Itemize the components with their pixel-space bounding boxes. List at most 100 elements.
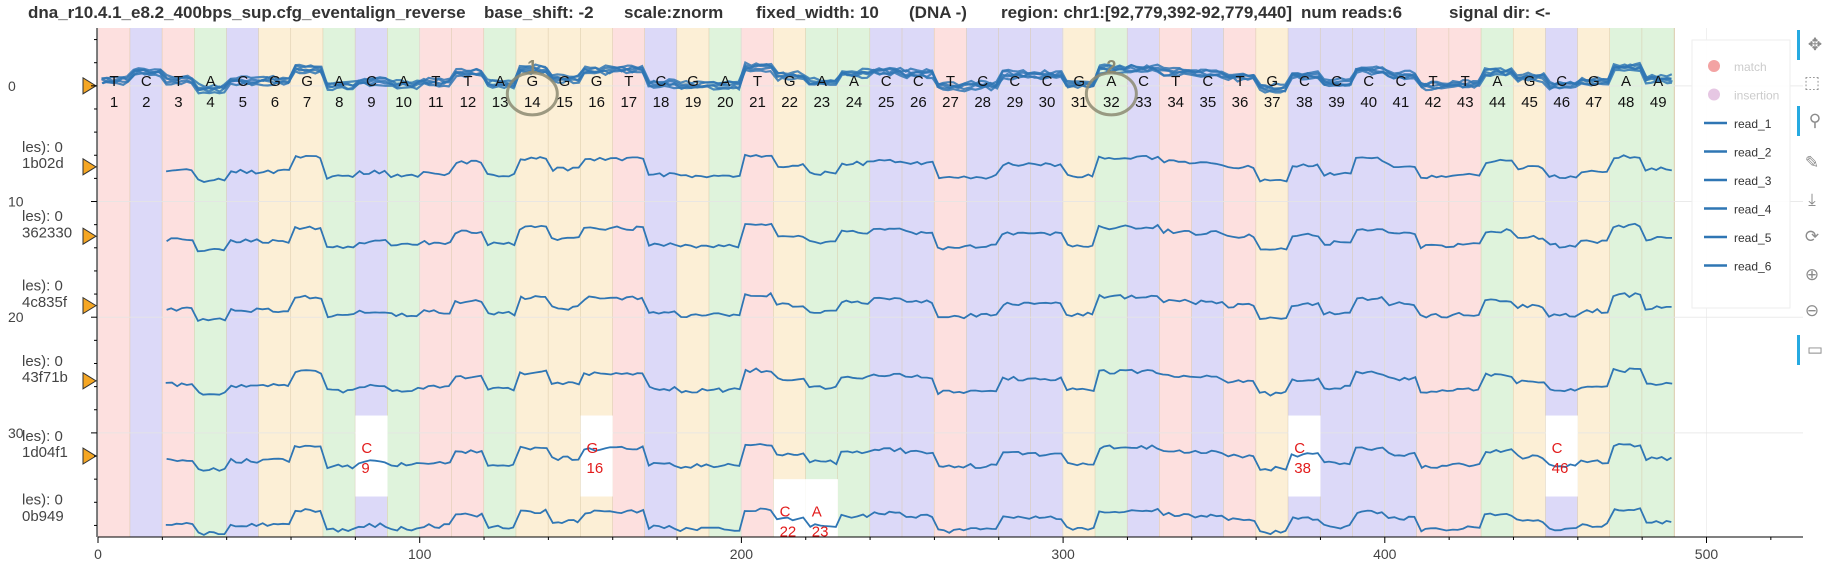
read-label-prefix: les): 0 xyxy=(22,139,63,156)
pan-icon[interactable]: ✥ xyxy=(1797,30,1830,60)
legend-label: read_6 xyxy=(1734,260,1772,274)
read-marker xyxy=(82,157,97,176)
deletion-box xyxy=(805,479,838,561)
deletion-position: 23 xyxy=(812,524,829,541)
base-letter: T xyxy=(1235,73,1244,90)
signal-dir-label: signal dir: <- xyxy=(1449,3,1551,22)
base-letter: C xyxy=(1395,73,1406,90)
base-position: 45 xyxy=(1521,94,1538,111)
strand-label: (DNA -) xyxy=(909,3,967,22)
base-position: 30 xyxy=(1039,94,1056,111)
legend-marker xyxy=(1708,60,1720,72)
deletion-box xyxy=(355,415,388,497)
base-letter: T xyxy=(174,73,183,90)
legend-label: read_2 xyxy=(1734,146,1772,160)
region-label: region: chr1:[92,779,392-92,779,440] xyxy=(1001,3,1293,22)
base-letter: G xyxy=(526,73,538,90)
x-tick-label: 300 xyxy=(1051,546,1075,562)
read-label-id: 1d04f1 xyxy=(22,444,68,461)
base-letter: T xyxy=(1461,73,1470,90)
read-trace-5 xyxy=(166,442,1672,472)
base-position: 21 xyxy=(749,94,766,111)
base-letter: C xyxy=(656,73,667,90)
legend-label: read_3 xyxy=(1734,174,1772,188)
base-position: 23 xyxy=(813,94,830,111)
base-position: 38 xyxy=(1296,94,1313,111)
base-letter: G xyxy=(559,73,571,90)
hover-icon[interactable]: ▭ xyxy=(1797,335,1830,365)
base-position: 28 xyxy=(974,94,991,111)
base-position: 19 xyxy=(685,94,702,111)
plot-toolbar: ✥ ⬚ ⚲ ✎ ⤓ ⟳ ⊕ ⊖ ▭ xyxy=(1795,28,1829,378)
base-position: 32 xyxy=(1103,94,1120,111)
base-position: 14 xyxy=(524,94,541,111)
base-shift-label: base_shift: -2 xyxy=(484,3,594,22)
base-position: 6 xyxy=(271,94,279,111)
base-band-19 xyxy=(677,28,710,537)
base-band-48 xyxy=(1609,28,1643,537)
save-icon[interactable]: ⤓ xyxy=(1808,190,1816,210)
base-position: 42 xyxy=(1425,94,1442,111)
base-letter: T xyxy=(946,73,955,90)
base-position: 43 xyxy=(1457,94,1474,111)
base-band-10 xyxy=(387,28,420,537)
base-letter: A xyxy=(495,73,505,90)
base-position: 11 xyxy=(428,94,444,111)
deletion-position: 22 xyxy=(780,524,797,541)
read-label-prefix: les): 0 xyxy=(22,278,63,295)
base-position: 20 xyxy=(717,94,734,111)
base-letter: T xyxy=(109,73,118,90)
base-letter: G xyxy=(591,73,603,90)
wheel-zoom-icon[interactable]: ⚲ xyxy=(1797,106,1830,136)
reset-icon[interactable]: ⟳ xyxy=(1804,227,1820,247)
base-letter: A xyxy=(1106,73,1116,90)
base-band-13 xyxy=(484,28,517,537)
legend-label: match xyxy=(1734,60,1767,74)
zoom-in-icon[interactable]: ⊕ xyxy=(1804,265,1820,285)
base-letter: G xyxy=(1266,73,1278,90)
base-letter: A xyxy=(334,73,344,90)
base-band-15 xyxy=(548,28,581,537)
base-position: 7 xyxy=(303,94,311,111)
legend-label: insertion xyxy=(1734,89,1779,103)
y-tick-label: 30 xyxy=(8,425,24,441)
y-tick-label: 20 xyxy=(8,309,24,325)
read-label-id: 0b949 xyxy=(22,508,64,525)
base-letter: C xyxy=(1331,73,1342,90)
legend-label: read_5 xyxy=(1734,231,1772,245)
base-position: 48 xyxy=(1618,94,1635,111)
base-band-39 xyxy=(1320,28,1353,537)
box-zoom-icon[interactable]: ⬚ xyxy=(1803,73,1821,93)
base-band-33 xyxy=(1127,28,1160,537)
base-letter: C xyxy=(913,73,924,90)
base-band-37 xyxy=(1256,28,1289,537)
deletion-position: 46 xyxy=(1552,460,1569,477)
zoom-out-icon[interactable]: ⊖ xyxy=(1804,301,1820,321)
base-position: 18 xyxy=(653,94,670,111)
base-letter: A xyxy=(206,73,216,90)
base-position: 49 xyxy=(1650,94,1667,111)
base-position: 13 xyxy=(492,94,509,111)
deletion-position: 9 xyxy=(361,460,369,477)
read-trace-6 xyxy=(165,507,1672,536)
base-letter: C xyxy=(366,73,377,90)
base-position: 2 xyxy=(142,94,150,111)
base-position: 27 xyxy=(942,94,959,111)
base-position: 41 xyxy=(1393,94,1410,111)
base-position: 46 xyxy=(1553,94,1570,111)
base-letter: C xyxy=(1299,73,1310,90)
deletion-base: C xyxy=(780,504,791,521)
base-position: 47 xyxy=(1586,94,1603,111)
base-band-21 xyxy=(741,28,774,537)
x-tick-label: 200 xyxy=(730,546,754,562)
base-letter: T xyxy=(431,73,440,90)
legend-label: read_4 xyxy=(1734,203,1772,217)
freehand-draw-icon[interactable]: ✎ xyxy=(1804,153,1820,173)
base-position: 34 xyxy=(1167,94,1184,111)
base-letter: G xyxy=(784,73,796,90)
base-band-27 xyxy=(934,28,967,537)
base-band-28 xyxy=(966,28,999,537)
base-band-8 xyxy=(323,28,356,537)
base-letter: A xyxy=(1621,73,1631,90)
